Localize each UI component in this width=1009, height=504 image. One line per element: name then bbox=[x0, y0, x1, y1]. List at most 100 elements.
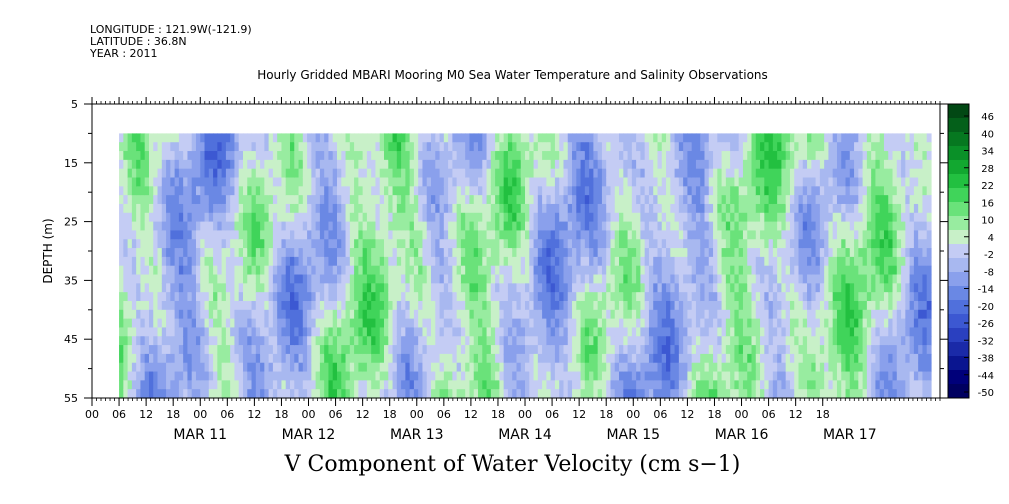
heatmap-cell bbox=[221, 142, 227, 152]
heatmap-cell bbox=[431, 371, 436, 381]
heatmap-cell bbox=[648, 371, 654, 381]
heatmap-cell bbox=[648, 212, 654, 223]
heatmap-cell bbox=[388, 265, 394, 276]
heatmap-cell bbox=[537, 151, 543, 161]
heatmap-cell bbox=[824, 159, 830, 170]
heatmap-cell bbox=[426, 230, 432, 240]
heatmap-cell bbox=[294, 371, 300, 381]
heatmap-cell bbox=[208, 203, 214, 214]
heatmap-cell bbox=[289, 318, 295, 329]
heatmap-cell bbox=[362, 230, 368, 240]
heatmap-cell bbox=[815, 248, 821, 258]
heatmap-cell bbox=[512, 133, 518, 143]
heatmap-cell bbox=[324, 203, 330, 214]
heatmap-cell bbox=[580, 177, 586, 187]
heatmap-cell bbox=[802, 168, 808, 179]
heatmap-cell bbox=[525, 265, 530, 276]
heatmap-cell bbox=[332, 248, 338, 258]
heatmap-cell bbox=[721, 283, 727, 293]
heatmap-cell bbox=[234, 300, 240, 311]
heatmap-cell bbox=[140, 380, 146, 390]
heatmap-cell bbox=[422, 221, 428, 232]
heatmap-cell bbox=[584, 283, 590, 293]
heatmap-cell bbox=[627, 265, 633, 276]
heatmap-cell bbox=[195, 203, 201, 214]
heatmap-cell bbox=[272, 133, 278, 143]
heatmap-cell bbox=[337, 221, 342, 232]
heatmap-cell bbox=[734, 389, 740, 399]
heatmap-cell bbox=[546, 336, 552, 346]
heatmap-cell bbox=[439, 345, 445, 355]
heatmap-cell bbox=[559, 283, 565, 293]
heatmap-cell bbox=[362, 142, 368, 152]
heatmap-cell bbox=[542, 239, 547, 249]
heatmap-cell bbox=[319, 362, 325, 373]
heatmap-cell bbox=[802, 248, 808, 258]
heatmap-cell bbox=[405, 309, 411, 320]
heatmap-cell bbox=[294, 177, 300, 187]
heatmap-cell bbox=[277, 186, 283, 196]
heatmap-cell bbox=[439, 371, 445, 381]
heatmap-cell bbox=[170, 292, 176, 302]
heatmap-cell bbox=[542, 133, 547, 143]
heatmap-cell bbox=[144, 133, 150, 143]
heatmap-cell bbox=[764, 371, 770, 381]
heatmap-cell bbox=[695, 336, 701, 346]
heatmap-cell bbox=[537, 380, 543, 390]
heatmap-cell bbox=[315, 274, 321, 284]
heatmap-cell bbox=[674, 283, 680, 293]
heatmap-cell bbox=[260, 389, 265, 399]
heatmap-cell bbox=[576, 380, 582, 390]
heatmap-cell bbox=[294, 292, 300, 302]
heatmap-cell bbox=[435, 230, 441, 240]
heatmap-cell bbox=[166, 177, 171, 187]
heatmap-cell bbox=[166, 300, 171, 311]
heatmap-cell bbox=[597, 177, 603, 187]
heatmap-cell bbox=[426, 274, 432, 284]
heatmap-cell bbox=[328, 300, 334, 311]
heatmap-cell bbox=[516, 177, 522, 187]
heatmap-cell bbox=[413, 380, 419, 390]
heatmap-cell bbox=[807, 239, 812, 249]
heatmap-cell bbox=[640, 151, 646, 161]
heatmap-cell bbox=[486, 345, 492, 355]
heatmap-cell bbox=[593, 362, 599, 373]
heatmap-cell bbox=[366, 221, 372, 232]
heatmap-cell bbox=[794, 256, 800, 267]
heatmap-cell bbox=[593, 195, 599, 205]
heatmap-cell bbox=[465, 151, 471, 161]
heatmap-cell bbox=[247, 380, 253, 390]
heatmap-cell bbox=[328, 371, 334, 381]
heatmap-cell bbox=[781, 371, 787, 381]
heatmap-cell bbox=[341, 248, 347, 258]
heatmap-cell bbox=[418, 309, 424, 320]
heatmap-cell bbox=[631, 371, 637, 381]
heatmap-cell bbox=[153, 203, 159, 214]
heatmap-cell bbox=[520, 380, 526, 390]
heatmap-cell bbox=[807, 300, 812, 311]
heatmap-cell bbox=[183, 159, 189, 170]
heatmap-cell bbox=[807, 283, 812, 293]
heatmap-cell bbox=[123, 159, 129, 170]
heatmap-cell bbox=[815, 230, 821, 240]
heatmap-cell bbox=[768, 248, 774, 258]
heatmap-cell bbox=[379, 336, 385, 346]
heatmap-cell bbox=[486, 318, 492, 329]
heatmap-cell bbox=[213, 327, 218, 337]
heatmap-cell bbox=[473, 292, 479, 302]
heatmap-cell bbox=[589, 239, 594, 249]
heatmap-cell bbox=[234, 309, 240, 320]
heatmap-cell bbox=[136, 168, 142, 179]
heatmap-cell bbox=[648, 336, 654, 346]
heatmap-cell bbox=[695, 177, 701, 187]
heatmap-cell bbox=[589, 283, 594, 293]
heatmap-cell bbox=[742, 300, 748, 311]
heatmap-cell bbox=[730, 168, 736, 179]
heatmap-cell bbox=[525, 300, 530, 311]
heatmap-cell bbox=[131, 230, 137, 240]
heatmap-cell bbox=[725, 318, 731, 329]
heatmap-cell bbox=[366, 256, 372, 267]
heatmap-cell bbox=[166, 265, 171, 276]
heatmap-cell bbox=[751, 142, 757, 152]
heatmap-cell bbox=[191, 239, 197, 249]
